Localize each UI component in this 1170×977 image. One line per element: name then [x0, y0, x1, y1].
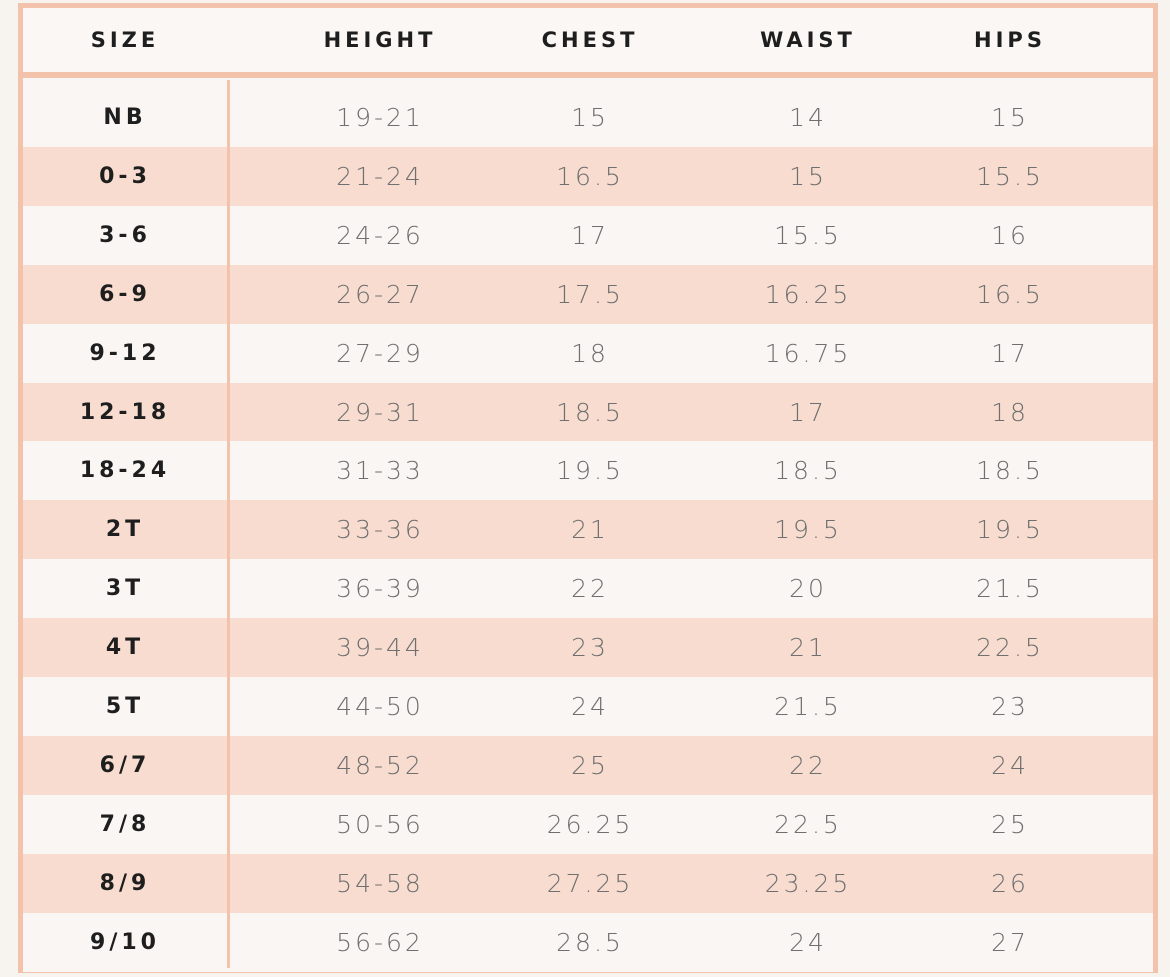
- measurement: 16.5: [556, 161, 624, 191]
- size-label: 5T: [105, 694, 145, 719]
- measurement: 15.5: [976, 161, 1044, 191]
- measurement: 27-29: [336, 338, 424, 368]
- row-background: [23, 677, 1153, 736]
- column-header: HIPS: [974, 28, 1046, 52]
- measurement: 27.25: [546, 868, 634, 898]
- measurement: 21: [789, 633, 827, 663]
- measurement: 22: [789, 750, 827, 780]
- row-background: [23, 441, 1153, 501]
- measurement: 18.5: [774, 456, 842, 486]
- measurement: 39-44: [336, 633, 424, 663]
- column-header: WAIST: [760, 28, 856, 52]
- measurement: 18: [571, 338, 609, 368]
- measurement: 21.5: [976, 574, 1044, 604]
- measurement: 56-62: [336, 927, 424, 957]
- measurement: 23: [571, 633, 609, 663]
- size-label: NB: [103, 105, 147, 130]
- measurement: 26: [991, 868, 1029, 898]
- measurement: 24-26: [336, 220, 424, 250]
- measurement: 20: [789, 574, 827, 604]
- measurement: 33-36: [336, 515, 424, 545]
- column-header: HEIGHT: [323, 28, 437, 52]
- header-row: [23, 8, 1153, 78]
- measurement: 54-58: [336, 868, 424, 898]
- measurement: 15: [789, 161, 827, 191]
- measurement: 19.5: [556, 456, 624, 486]
- measurement: 36-39: [336, 574, 424, 604]
- measurement: 19-21: [336, 103, 424, 132]
- measurement: 18.5: [556, 397, 624, 427]
- measurement: 23: [991, 692, 1029, 721]
- row-background: [23, 146, 1153, 206]
- measurement: 18.5: [976, 456, 1044, 486]
- size-label: 7/8: [99, 811, 151, 837]
- measurement: 22.5: [774, 809, 842, 839]
- measurement: 22.5: [976, 633, 1044, 663]
- size-label: 4T: [105, 635, 145, 661]
- measurement: 14: [789, 103, 827, 132]
- measurement: 24: [789, 927, 827, 957]
- row-background: [23, 912, 1153, 972]
- measurement: 24: [991, 750, 1029, 780]
- measurement: 26.25: [546, 809, 634, 839]
- measurement: 17: [571, 220, 609, 250]
- measurement: 28.5: [556, 927, 624, 957]
- measurement: 21-24: [336, 161, 424, 191]
- measurement: 17: [789, 397, 827, 427]
- measurement: 19.5: [774, 515, 842, 545]
- measurement: 50-56: [336, 809, 424, 839]
- measurement: 18: [991, 397, 1029, 427]
- measurement: 19.5: [976, 515, 1044, 545]
- measurement: 21: [571, 515, 609, 545]
- measurement: 26-27: [336, 279, 424, 309]
- column-header: SIZE: [90, 28, 160, 52]
- measurement: 22: [571, 574, 609, 604]
- row-background: [23, 853, 1153, 913]
- size-label: 3T: [105, 576, 145, 602]
- measurement: 25: [571, 750, 609, 780]
- row-background: [23, 794, 1153, 854]
- measurement: 16: [991, 220, 1029, 250]
- size-label: 9-12: [89, 340, 161, 366]
- measurement: 16.25: [764, 279, 852, 309]
- row-background: [23, 500, 1153, 560]
- measurement: 44-50: [336, 692, 424, 721]
- size-label: 12-18: [79, 399, 171, 425]
- size-label: 18-24: [79, 458, 171, 484]
- measurement: 27: [991, 927, 1029, 957]
- row-background: [23, 382, 1153, 442]
- row-background: [23, 264, 1153, 324]
- size-label: 0-3: [99, 163, 151, 189]
- row-background: [23, 323, 1153, 383]
- measurement: 16.5: [976, 279, 1044, 309]
- measurement: 21.5: [774, 692, 842, 721]
- measurement: 29-31: [336, 397, 424, 427]
- measurement: 15.5: [774, 220, 842, 250]
- measurement: 31-33: [336, 456, 424, 486]
- measurement: 17.5: [556, 279, 624, 309]
- row-background: [23, 88, 1153, 147]
- size-label: 6/7: [99, 752, 151, 778]
- row-background: [23, 618, 1153, 678]
- column-header: CHEST: [541, 28, 639, 52]
- size-label: 9/10: [90, 929, 160, 955]
- measurement: 17: [991, 338, 1029, 368]
- size-label: 2T: [105, 517, 145, 543]
- row-background: [23, 735, 1153, 795]
- measurement: 15: [991, 103, 1029, 132]
- row-background: [23, 559, 1153, 619]
- measurement: 25: [991, 809, 1029, 839]
- size-label: 8/9: [99, 870, 151, 896]
- size-label: 6-9: [99, 281, 151, 307]
- size-label: 3-6: [99, 222, 151, 248]
- measurement: 24: [571, 692, 609, 721]
- measurement: 16.75: [764, 338, 852, 368]
- measurement: 48-52: [336, 750, 424, 780]
- measurement: 23.25: [764, 868, 852, 898]
- column-separator: [227, 80, 230, 968]
- measurement: 15: [571, 103, 609, 132]
- row-background: [23, 205, 1153, 265]
